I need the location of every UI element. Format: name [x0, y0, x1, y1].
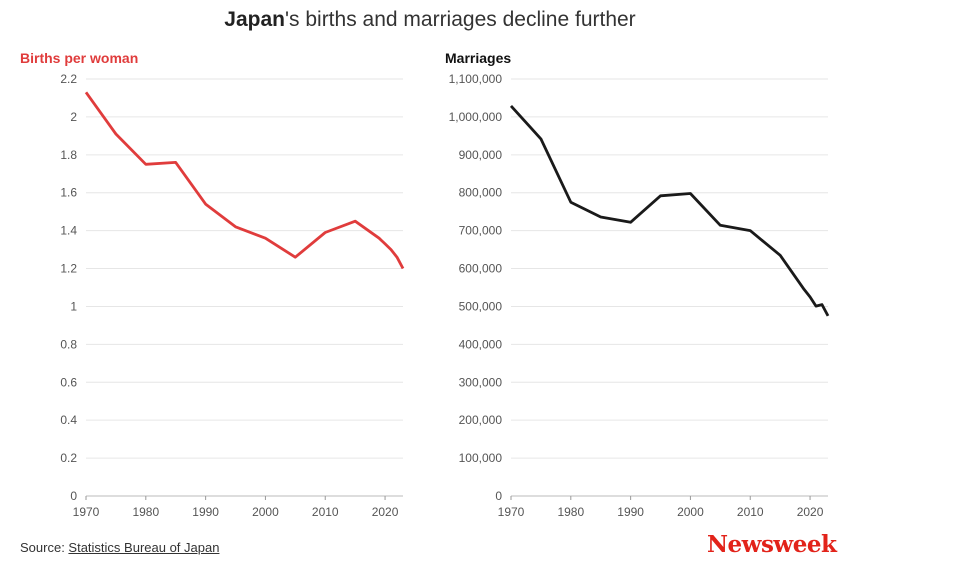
births-y-tick-label: 1.6: [60, 186, 77, 200]
marriages-y-tick-label: 1,100,000: [449, 72, 503, 86]
title-rest: 's births and marriages decline further: [285, 8, 636, 31]
marriages-y-tick-label: 1,000,000: [449, 110, 503, 124]
marriages-x-tick-label: 2020: [797, 505, 824, 519]
marriages-y-tick-label: 300,000: [459, 375, 503, 389]
births-y-tick-label: 1.4: [60, 224, 77, 238]
marriages-x-tick-label: 2000: [677, 505, 704, 519]
marriages-y-tick-label: 800,000: [459, 186, 503, 200]
births-y-tick-label: 1.2: [60, 262, 77, 276]
marriages-chart: Marriages 0 100,000 200,000 300,000 400,000 50…: [445, 50, 830, 519]
marriages-x-tick-label: 1990: [617, 505, 644, 519]
births-y-tick-label: 1.8: [60, 148, 77, 162]
marriages-y-tick-label: 400,000: [459, 337, 503, 351]
marriages-x-tick-label: 1980: [557, 505, 584, 519]
births-chart-title: Births per woman: [20, 50, 138, 66]
source-link[interactable]: Statistics Bureau of Japan: [68, 540, 220, 555]
chart-title: Japan's births and marriages decline fur…: [0, 8, 860, 32]
newsweek-logo: Newsweek: [707, 531, 837, 558]
births-y-tick-label: 0.6: [60, 375, 77, 389]
source-note: Source: Statistics Bureau of Japan: [20, 540, 219, 555]
births-series-line: [84, 91, 405, 270]
title-bold: Japan: [224, 8, 285, 31]
marriages-series-line: [509, 104, 830, 317]
marriages-y-tick-label: 0: [495, 489, 502, 503]
marriages-y-tick-label: 900,000: [459, 148, 503, 162]
marriages-y-tick-label: 700,000: [459, 224, 503, 238]
births-chart: Births per woman 0 0.2 0.4 0.6 0.8 1 1.2 1.4 1.6 1…: [20, 50, 405, 519]
births-x-tick-label: 1990: [192, 505, 219, 519]
source-prefix: Source:: [20, 540, 69, 555]
births-y-tick-label: 0.2: [60, 451, 77, 465]
births-y-tick-label: 1: [70, 299, 77, 313]
births-y-tick-label: 0.8: [60, 337, 77, 351]
births-x-tick-label: 2010: [312, 505, 339, 519]
marriages-y-tick-label: 100,000: [459, 451, 503, 465]
marriages-chart-title: Marriages: [445, 50, 511, 66]
marriages-y-tick-label: 200,000: [459, 413, 503, 427]
births-y-tick-label: 0: [70, 489, 77, 503]
births-y-tick-label: 2.2: [60, 72, 77, 86]
marriages-x-tick-label: 2010: [737, 505, 764, 519]
births-y-tick-label: 2: [70, 110, 77, 124]
marriages-y-tick-label: 600,000: [459, 262, 503, 276]
births-x-tick-label: 2000: [252, 505, 279, 519]
marriages-y-tick-label: 500,000: [459, 299, 503, 313]
births-x-tick-label: 1980: [132, 505, 159, 519]
births-x-tick-label: 1970: [73, 505, 100, 519]
births-x-tick-label: 2020: [372, 505, 399, 519]
births-y-tick-label: 0.4: [60, 413, 77, 427]
marriages-x-tick-label: 1970: [498, 505, 525, 519]
